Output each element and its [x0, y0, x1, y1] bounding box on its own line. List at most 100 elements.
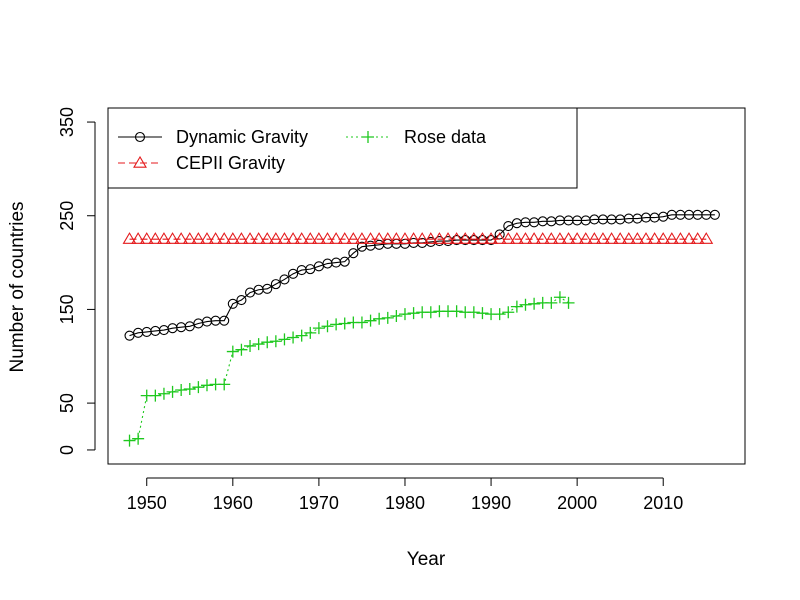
y-tick-label: 50 [57, 393, 77, 413]
data-point [311, 232, 326, 244]
data-point [208, 232, 223, 244]
data-point [286, 232, 301, 244]
data-point [578, 232, 593, 244]
data-point [122, 232, 137, 244]
data-point [621, 232, 636, 244]
y-tick-label: 150 [57, 294, 77, 324]
legend-item-cepii-gravity: CEPII Gravity [118, 153, 285, 173]
data-point [466, 232, 481, 244]
data-point [236, 295, 247, 306]
data-point [380, 232, 395, 244]
data-point [407, 307, 420, 320]
data-point [123, 434, 136, 447]
data-point [156, 232, 171, 244]
data-point [277, 232, 292, 244]
data-point [501, 232, 516, 244]
data-point [243, 232, 257, 244]
data-point [294, 232, 309, 244]
data-point [553, 291, 566, 304]
data-point [450, 305, 463, 318]
series-layer [122, 209, 720, 447]
data-point [441, 232, 455, 244]
data-point [165, 232, 180, 244]
data-point [690, 232, 705, 244]
data-point [492, 232, 507, 244]
data-point [682, 232, 697, 244]
data-point [389, 232, 404, 244]
data-point [321, 320, 334, 333]
data-point [562, 296, 575, 309]
x-tick-label: 1970 [299, 493, 339, 513]
data-point [527, 232, 542, 244]
data-point [699, 232, 714, 244]
data-point [339, 256, 350, 267]
data-point [544, 232, 559, 244]
data-point [268, 232, 283, 244]
axes: 1950 1960 1970 1980 1990 2000 2010 0 50 150 250 350 [57, 107, 683, 513]
data-point [252, 338, 265, 351]
data-point [467, 306, 480, 319]
data-point [226, 345, 239, 358]
data-point [337, 232, 352, 244]
data-point [639, 232, 653, 244]
data-point [303, 232, 318, 244]
data-point [131, 232, 146, 244]
data-point [406, 232, 421, 244]
legend-box [107, 107, 578, 189]
data-point [561, 232, 576, 244]
data-point [312, 322, 325, 335]
data-point [398, 232, 412, 244]
data-point [354, 232, 369, 244]
legend-label: CEPII Gravity [176, 153, 285, 173]
data-point [613, 232, 628, 244]
data-point [174, 232, 189, 244]
data-point [424, 306, 437, 319]
x-tick-label: 1960 [213, 493, 253, 513]
data-point [552, 232, 567, 244]
data-point [234, 232, 249, 244]
data-point [200, 232, 214, 244]
legend-swatch-marker [133, 155, 147, 168]
legend-swatch-marker [134, 131, 146, 143]
data-point [390, 309, 403, 322]
data-point [709, 209, 720, 220]
data-point [225, 232, 240, 244]
data-point [260, 232, 275, 244]
data-point [348, 248, 359, 259]
data-point [587, 232, 602, 244]
legend-label: Rose data [404, 127, 487, 147]
series-cepii-gravity [122, 232, 714, 244]
data-point [304, 326, 317, 339]
data-point [364, 314, 377, 327]
data-point [458, 232, 473, 244]
x-axis-label: Year [407, 549, 446, 570]
x-tick-label: 1990 [471, 493, 511, 513]
data-point [139, 232, 154, 244]
data-point [518, 232, 533, 244]
data-point [269, 335, 282, 348]
series-line [129, 296, 569, 442]
data-point [330, 318, 343, 331]
legend: Dynamic Gravity CEPII Gravity Rose data [107, 107, 578, 189]
data-point [423, 232, 438, 244]
data-point [346, 232, 361, 244]
data-point [519, 298, 532, 311]
data-point [355, 316, 368, 329]
y-tick-label: 0 [57, 445, 77, 455]
data-point [493, 308, 506, 321]
legend-swatch-marker [362, 131, 374, 143]
data-point [219, 315, 230, 326]
data-point [545, 296, 558, 309]
x-tick-label: 2000 [557, 493, 597, 513]
data-point [157, 387, 170, 400]
data-point [261, 336, 274, 349]
y-tick-label: 350 [57, 107, 77, 137]
data-point [570, 232, 585, 244]
data-point [509, 232, 524, 244]
data-point [287, 331, 300, 344]
data-point [528, 297, 541, 310]
data-point [415, 232, 430, 244]
data-point [329, 232, 344, 244]
legend-item-rose-data: Rose data [346, 127, 487, 147]
